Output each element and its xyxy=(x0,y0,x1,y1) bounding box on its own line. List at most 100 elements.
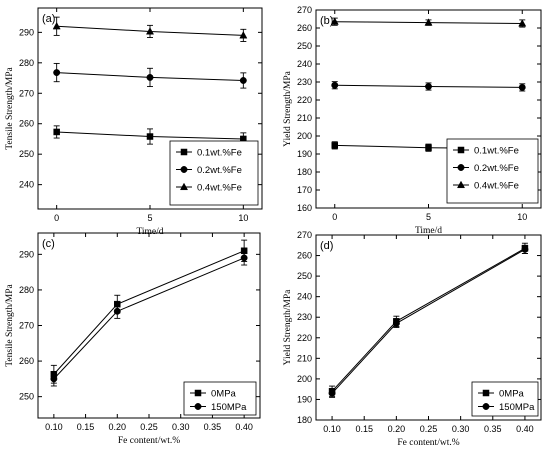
series-line xyxy=(53,250,245,375)
x-tick-label: 10 xyxy=(517,212,527,222)
y-tick-label: 210 xyxy=(297,353,312,363)
y-tick-label: 260 xyxy=(19,356,34,366)
y-tick-label: 190 xyxy=(297,149,312,159)
y-axis-label: Tensile Strength/MPa xyxy=(5,283,15,366)
y-tick-label: 240 xyxy=(297,59,312,69)
y-tick-label: 250 xyxy=(19,149,34,159)
x-tick-label: 0.25 xyxy=(140,422,158,432)
series-line xyxy=(53,257,245,380)
data-point-circle-marker xyxy=(521,245,529,253)
legend: 0.1wt.%Fe 0.2wt.%Fe 0.4wt.%Fe xyxy=(169,140,259,206)
y-tick-label: 170 xyxy=(297,185,312,195)
legend-circle-marker xyxy=(457,164,465,171)
legend: 0MPa 150MPa xyxy=(183,381,257,416)
data-point-circle-marker xyxy=(146,73,154,81)
data-point-triangle-marker xyxy=(52,21,61,30)
y-tick-label: 210 xyxy=(297,113,312,123)
data-point-circle-marker xyxy=(392,319,400,327)
x-tick-label: 0.10 xyxy=(323,424,341,434)
x-tick-label: 0.35 xyxy=(484,424,502,434)
x-tick-label: 5 xyxy=(426,212,431,222)
y-tick-label: 270 xyxy=(297,230,312,240)
legend-circle-marker xyxy=(180,166,188,173)
panel-label: (a) xyxy=(42,13,55,25)
legend: 0MPa 150MPa xyxy=(471,381,539,417)
y-tick-label: 240 xyxy=(19,180,34,190)
y-tick-label: 180 xyxy=(297,415,312,425)
y-tick-label: 280 xyxy=(19,58,34,68)
y-tick-label: 220 xyxy=(297,333,312,343)
series-circle xyxy=(53,62,247,89)
panel-label: (b) xyxy=(320,15,333,27)
legend: 0.1wt.%Fe 0.2wt.%Fe 0.4wt.%Fe xyxy=(446,138,539,204)
x-tick-label: 0.30 xyxy=(452,424,470,434)
series-square xyxy=(328,242,529,397)
data-point-circle-marker xyxy=(331,81,339,89)
data-point-circle-marker xyxy=(328,389,336,397)
data-point-square-marker xyxy=(425,144,432,151)
x-tick-label: 0.10 xyxy=(45,422,63,432)
legend-label: 0.2wt.%Fe xyxy=(197,165,242,176)
data-point-square-marker xyxy=(53,128,60,136)
x-axis-label: Time/d xyxy=(415,226,442,236)
y-tick-label: 230 xyxy=(297,77,312,87)
y-tick-label: 270 xyxy=(19,321,34,331)
y-tick-label: 240 xyxy=(297,292,312,302)
y-tick-label: 280 xyxy=(19,285,34,295)
x-tick-label: 0.20 xyxy=(109,422,127,432)
x-tick-label: 5 xyxy=(147,213,152,223)
data-point-circle-marker xyxy=(239,77,247,84)
legend-label: 0.1wt.%Fe xyxy=(197,148,242,159)
legend-label: 0.4wt.%Fe xyxy=(474,181,519,192)
legend-triangle-marker xyxy=(179,182,189,191)
x-tick-label: 0.15 xyxy=(77,422,95,432)
y-tick-label: 250 xyxy=(297,41,312,51)
series-circle xyxy=(50,250,248,387)
y-tick-label: 250 xyxy=(297,271,312,281)
legend-triangle-marker xyxy=(456,180,466,189)
legend-label: 0.4wt.%Fe xyxy=(197,183,242,194)
data-point-circle-marker xyxy=(53,69,61,77)
series-line xyxy=(331,248,526,394)
data-point-triangle-marker xyxy=(518,19,527,27)
data-point-triangle-marker xyxy=(424,18,433,26)
legend-label: 150MPa xyxy=(499,402,535,413)
y-tick-label: 190 xyxy=(297,394,312,404)
y-tick-label: 160 xyxy=(297,203,312,213)
series-circle xyxy=(328,244,529,398)
legend-circle-marker xyxy=(194,403,202,410)
x-axis-label: Time/d xyxy=(136,227,163,237)
y-tick-label: 200 xyxy=(297,374,312,384)
chart-panel-c: 0.10 0.15 0.20 0.25 0.30 0.35 0.40 250 260 270 280… xyxy=(5,232,261,446)
y-tick-label: 250 xyxy=(19,392,34,402)
data-point-circle-marker xyxy=(113,307,121,315)
data-point-triangle-marker xyxy=(145,27,155,35)
legend-circle-marker xyxy=(482,403,490,410)
legend-label: 0MPa xyxy=(499,389,525,400)
y-axis-label: Yield Strength/MPa xyxy=(283,70,293,147)
series-square xyxy=(50,239,248,384)
panel-label: (c) xyxy=(42,238,55,250)
y-tick-label: 220 xyxy=(297,95,312,105)
legend-label: 150MPa xyxy=(211,402,247,413)
x-tick-label: 10 xyxy=(238,213,248,223)
series-triangle xyxy=(330,17,527,28)
series-line xyxy=(331,247,526,392)
y-tick-label: 270 xyxy=(19,88,34,98)
data-point-circle-marker xyxy=(50,375,58,383)
x-tick-label: 0.15 xyxy=(355,424,373,434)
data-point-triangle-marker xyxy=(239,31,248,39)
y-tick-label: 290 xyxy=(19,27,34,37)
chart-panel-d: 0.10 0.15 0.20 0.25 0.30 0.35 0.40 180 190 200 210… xyxy=(283,230,542,448)
data-point-circle-marker xyxy=(425,83,432,90)
x-tick-label: 0.35 xyxy=(204,422,222,432)
x-axis-label: Fe content/wt.% xyxy=(118,436,180,446)
legend-box xyxy=(183,381,257,416)
legend-square-marker xyxy=(194,389,202,397)
x-tick-label: 0.25 xyxy=(420,424,438,434)
panel-label: (d) xyxy=(320,240,333,252)
y-tick-label: 260 xyxy=(19,119,34,129)
x-axis-label: Fe content/wt.% xyxy=(397,438,459,448)
y-tick-label: 270 xyxy=(297,5,312,15)
data-point-triangle-marker xyxy=(330,17,339,25)
